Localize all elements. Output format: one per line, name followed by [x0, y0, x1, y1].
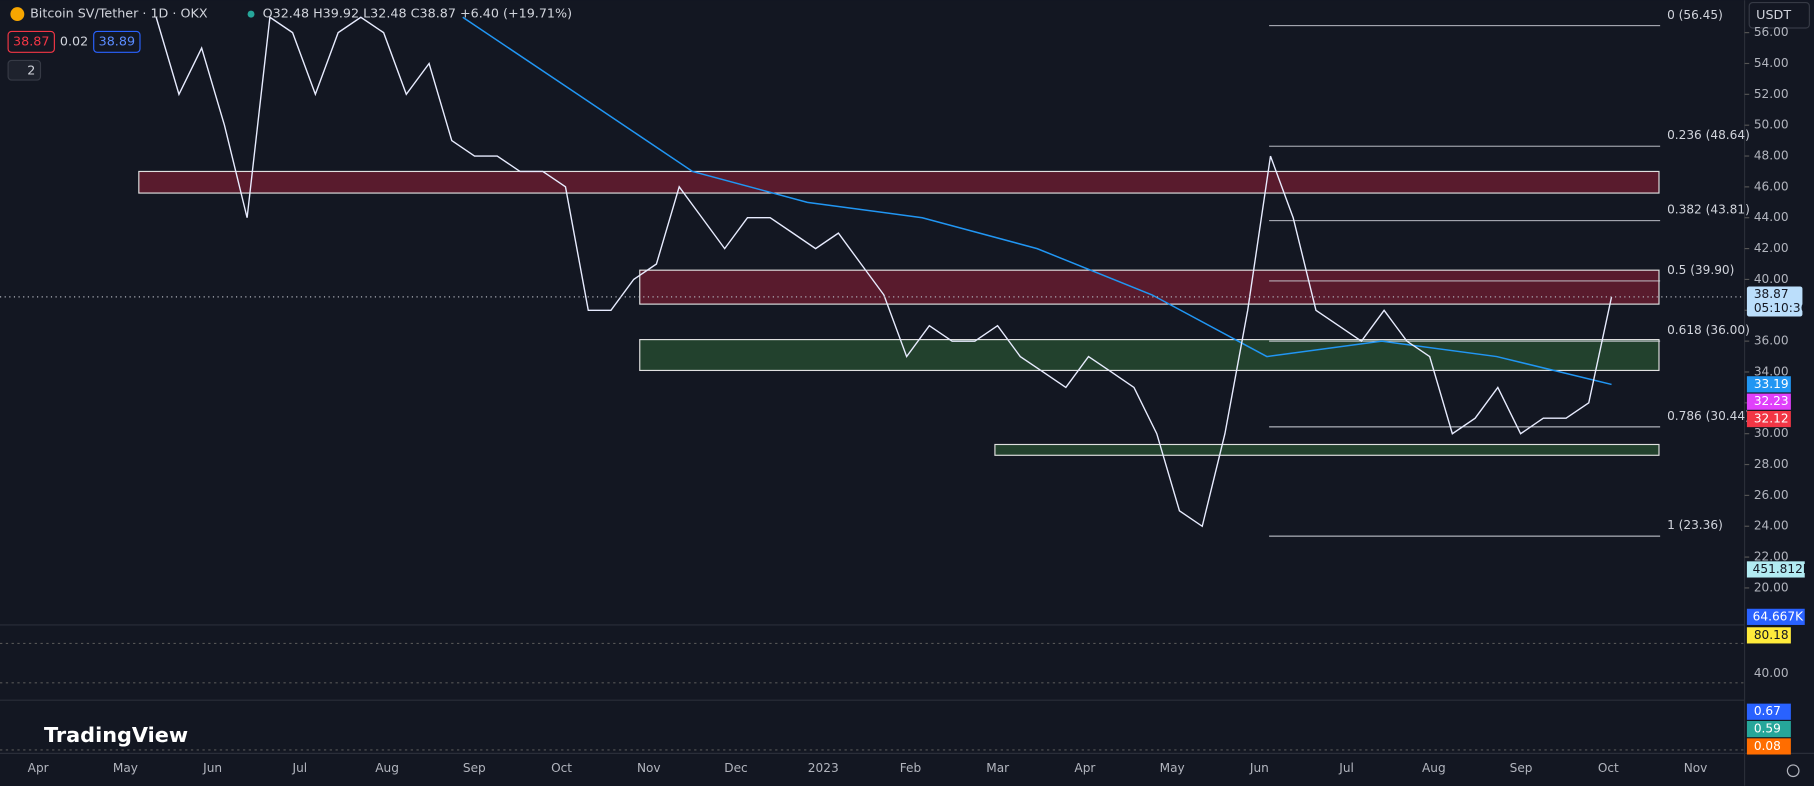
macd-badge — [1746, 703, 1791, 720]
price-tick-label: 56.00 — [1754, 25, 1789, 39]
fib-label: 0.5 (39.90) — [1667, 263, 1734, 277]
time-label: Nov — [637, 761, 661, 775]
spread: 0.02 — [60, 33, 88, 48]
currency: USDT — [1756, 7, 1791, 22]
symbol-icon — [10, 7, 25, 22]
time-label: Oct — [1598, 761, 1619, 775]
brand: TradingView — [44, 723, 188, 747]
rsi-value: 80.18 — [1754, 628, 1789, 642]
time-label: Sep — [463, 761, 486, 775]
last-price-badge — [1746, 286, 1803, 317]
ma-badge — [1746, 376, 1791, 393]
ma-badge — [1746, 393, 1791, 410]
last-price: 38.87 — [1754, 287, 1789, 301]
rsi-badge — [1746, 627, 1791, 644]
price-tick-label: 24.00 — [1754, 519, 1789, 533]
price-tick-label: 48.00 — [1754, 149, 1789, 163]
price-tick-label: 26.00 — [1754, 488, 1789, 502]
time-label: Oct — [551, 761, 572, 775]
macd-label: 0.67 — [1754, 704, 1781, 718]
price-tick-label: 28.00 — [1754, 457, 1789, 471]
zone — [639, 269, 1660, 305]
volume-badge — [1746, 561, 1805, 578]
buy-price: 38.89 — [99, 33, 135, 48]
fib-label: 0.382 (43.81) — [1667, 203, 1750, 217]
time-label: Aug — [1422, 761, 1446, 775]
header: Bitcoin SV/Tether · 1D · OKX O32.48 H39.… — [7, 1, 1810, 81]
zone — [639, 339, 1660, 372]
indicator-count: 2 — [27, 62, 35, 77]
time-label: Aug — [375, 761, 399, 775]
price-line — [155, 16, 1613, 528]
fib-label: 0 (56.45) — [1667, 8, 1723, 22]
time-label: Nov — [1684, 761, 1708, 775]
zone — [138, 170, 1660, 194]
macd-label: 0.08 — [1754, 739, 1781, 753]
time-label: Mar — [986, 761, 1009, 775]
price-tick-label: 34.00 — [1754, 364, 1789, 378]
time-label: Apr — [28, 761, 49, 775]
buy-button[interactable] — [93, 30, 141, 53]
countdown: 05:10:36 — [1754, 301, 1808, 315]
price-tick-label: 46.00 — [1754, 179, 1789, 193]
price-tick-label: 54.00 — [1754, 56, 1789, 70]
sell-price: 38.87 — [13, 33, 49, 48]
symbol[interactable]: Bitcoin SV/Tether · 1D · OKX — [30, 6, 208, 21]
settings-icon[interactable] — [1786, 764, 1800, 778]
time-label: Jun — [1249, 761, 1269, 775]
status-dot — [247, 10, 255, 18]
macd-label: 0.59 — [1754, 722, 1781, 736]
sell-button[interactable] — [7, 30, 55, 53]
time-label: May — [1160, 761, 1185, 775]
rsi-level: 40.00 — [1754, 666, 1789, 680]
moving-average — [462, 16, 1612, 386]
fib-label: 1 (23.36) — [1667, 518, 1723, 532]
volume-label: 64.667K — [1753, 609, 1804, 623]
fib-label: 0.786 (30.44) — [1667, 409, 1750, 423]
time-label: Jul — [1338, 761, 1354, 775]
time-label: Sep — [1510, 761, 1533, 775]
time-label: May — [113, 761, 138, 775]
price-tick-label: 22.00 — [1754, 550, 1789, 564]
price-tick-label: 30.00 — [1754, 426, 1789, 440]
fib-label: 0.236 (48.64) — [1667, 128, 1750, 142]
time-label: Dec — [724, 761, 747, 775]
price-tick-label: 40.00 — [1754, 272, 1789, 286]
price-tick-label: 20.00 — [1754, 580, 1789, 594]
currency-button[interactable] — [1748, 1, 1810, 29]
indicator-toggle[interactable] — [7, 59, 42, 81]
macd-badge — [1746, 720, 1791, 738]
macd-badge — [1746, 738, 1791, 755]
volume-label: 451.812K — [1753, 562, 1812, 576]
ma-badge-label: 32.23 — [1754, 394, 1789, 408]
ma-badge-label: 33.19 — [1754, 377, 1789, 391]
time-label: Jun — [202, 761, 222, 775]
plot — [138, 16, 1661, 537]
price-tick-label: 42.00 — [1754, 241, 1789, 255]
time-label: Feb — [900, 761, 922, 775]
time-label: Apr — [1074, 761, 1095, 775]
zone — [994, 443, 1660, 456]
time-label: 2023 — [808, 761, 839, 775]
price-tick-label: 50.00 — [1754, 118, 1789, 132]
price-tick-label: 36.00 — [1754, 334, 1789, 348]
price-tick-label: 44.00 — [1754, 210, 1789, 224]
volume-badge — [1746, 608, 1805, 625]
ma-badge-label: 32.12 — [1754, 412, 1789, 426]
price-tick-label: 52.00 — [1754, 87, 1789, 101]
ma-badge — [1746, 410, 1791, 428]
fib-label: 0.618 (36.00) — [1667, 323, 1750, 337]
ohlc: O32.48 H39.92 L32.48 C38.87 +6.40 (+19.7… — [263, 6, 572, 21]
time-label: Jul — [292, 761, 308, 775]
